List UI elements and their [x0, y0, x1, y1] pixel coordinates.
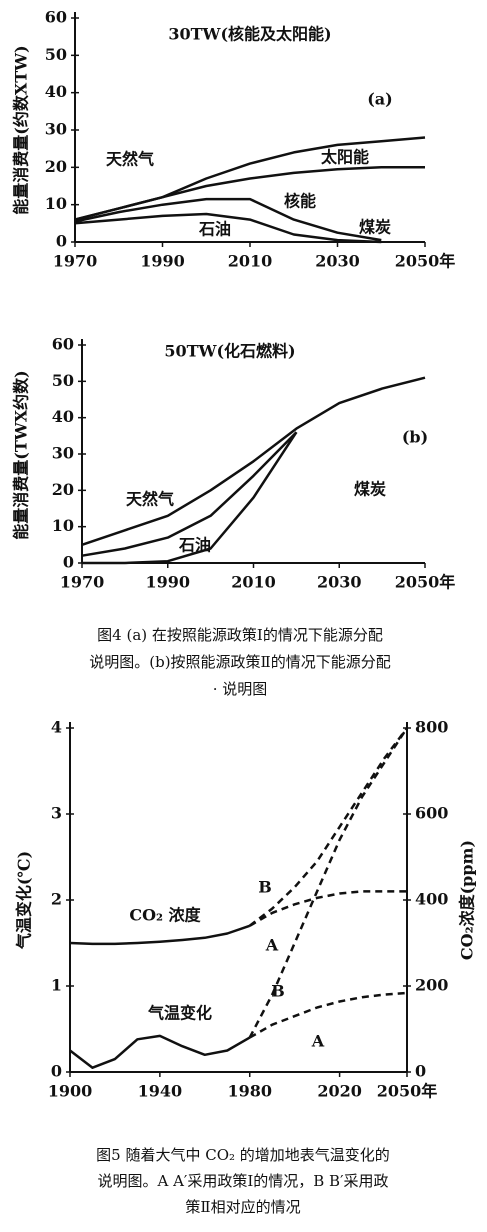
panel-label: (b): [402, 428, 428, 447]
series-line: [248, 727, 409, 927]
x-tick-label: 2010: [231, 573, 276, 592]
series-line: [249, 890, 407, 927]
x-tick-label: 2050年: [395, 573, 456, 592]
y-tick-label: 10: [45, 194, 67, 213]
caption: 说明图。(b)按照能源政策Ⅱ的情况下能源分配: [89, 653, 391, 671]
y-tick-label: 30: [52, 444, 74, 463]
y-tick-label: 0: [51, 1062, 62, 1081]
x-tick-label: 2020: [317, 1082, 362, 1101]
x-tick-label: 1900: [48, 1082, 93, 1101]
y-tick-label: 40: [45, 82, 67, 101]
x-tick-label: 1990: [140, 252, 185, 271]
region-label: 太阳能: [320, 148, 369, 167]
y-tick-label: 30: [45, 120, 67, 139]
x-tick-label: 1970: [60, 573, 105, 592]
series-line: [69, 924, 251, 946]
series-label: B: [258, 878, 272, 897]
y-tick-label: 40: [52, 407, 74, 426]
y2-tick-label: 0: [415, 1062, 426, 1081]
series-label: A: [311, 1032, 325, 1051]
y-tick-label: 0: [56, 232, 67, 251]
series-line: [74, 212, 382, 244]
y-axis-label: 能量消费量(约数XTW): [12, 45, 31, 214]
series-line: [81, 376, 426, 546]
series-label: CO₂ 浓度: [129, 906, 201, 925]
region-label: 煤炭: [354, 480, 386, 499]
caption: 说明图。A A′采用政策Ⅰ的情况，B B′采用政: [98, 1172, 389, 1190]
x-tick-label: 2030: [317, 573, 362, 592]
series-line: [249, 991, 408, 1039]
y-tick-label: 2: [51, 890, 62, 909]
y-axis-label: 能量消费量(TWX约数): [12, 370, 31, 539]
region-label: 石油: [178, 536, 211, 555]
series-label: 气温变化: [147, 1004, 212, 1023]
region-label: 核能: [284, 192, 316, 211]
series-line: [74, 197, 382, 242]
y-tick-label: 50: [45, 45, 67, 64]
chart-title: 30TW(核能及太阳能): [168, 25, 331, 44]
series-line: [81, 431, 298, 557]
y-tick-label: 20: [45, 157, 67, 176]
y-tick-label: 4: [51, 718, 62, 737]
y2-tick-label: 600: [415, 804, 448, 823]
region-label: 煤炭: [359, 218, 391, 237]
y2-tick-label: 800: [415, 718, 448, 737]
series-line: [74, 166, 425, 221]
x-tick-label: 2030: [315, 252, 360, 271]
region-label: 石油: [198, 220, 231, 239]
y-tick-label: 20: [52, 480, 74, 499]
y-tick-label: 10: [52, 516, 74, 535]
y-axis-label: 气温变化(℃): [15, 851, 34, 950]
y-tick-label: 0: [63, 553, 74, 572]
panel-label: (a): [367, 90, 393, 109]
x-tick-label: 1940: [138, 1082, 183, 1101]
x-tick-label: 1990: [145, 573, 190, 592]
region-label: 天然气: [106, 150, 154, 169]
y2-axis-label: CO₂浓度(ppm): [458, 840, 477, 960]
y-tick-label: 1: [51, 976, 62, 995]
caption: 策Ⅱ相对应的情况: [185, 1198, 300, 1216]
x-tick-label: 2010: [228, 252, 273, 271]
caption: 图4 (a) 在按照能源政策Ⅰ的情况下能源分配: [97, 626, 383, 644]
x-tick-label: 2050年: [377, 1082, 438, 1101]
series-line: [69, 1034, 251, 1069]
region-label: 天然气: [126, 490, 174, 509]
series-label: B: [271, 982, 285, 1001]
series-label: A: [265, 936, 279, 955]
x-tick-label: 1980: [227, 1082, 272, 1101]
y-tick-label: 60: [52, 335, 74, 354]
y-tick-label: 60: [45, 8, 67, 27]
chart-title: 50TW(化石燃料): [164, 342, 295, 361]
y-tick-label: 50: [52, 371, 74, 390]
y2-tick-label: 400: [415, 890, 448, 909]
x-tick-label: 2050年: [395, 252, 456, 271]
caption: 图5 随着大气中 CO₂ 的增加地表气温变化的: [96, 1146, 390, 1164]
y2-tick-label: 200: [415, 976, 448, 995]
series-line: [82, 431, 298, 565]
series-line: [248, 727, 409, 1039]
y-tick-label: 3: [51, 804, 62, 823]
caption: · 说明图: [213, 680, 268, 698]
x-tick-label: 1970: [53, 252, 98, 271]
